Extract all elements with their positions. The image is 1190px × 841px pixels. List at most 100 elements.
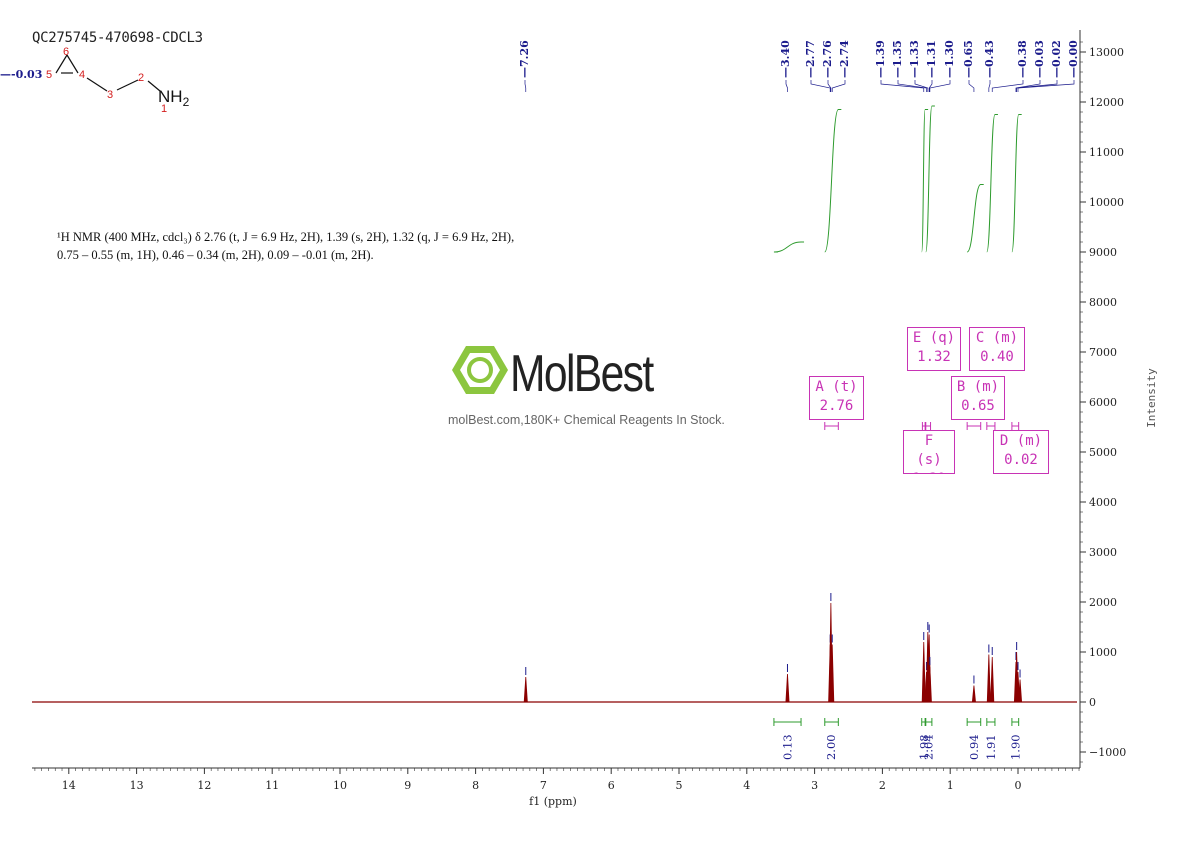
x-tick-label: 12 xyxy=(197,779,211,792)
peak-label: —1.31 xyxy=(925,40,938,78)
x-tick-label: 9 xyxy=(404,779,411,792)
y-tick-label: 12000 xyxy=(1089,96,1124,109)
nmr-summary-line-1: ¹H NMR (400 MHz, cdcl₃) δ 2.76 (t, J = 6… xyxy=(57,230,515,244)
multiplet-shift: 1.39 xyxy=(908,470,950,474)
peak-leader-line xyxy=(524,80,527,92)
y-tick-label: 4000 xyxy=(1089,496,1117,509)
atom-label-5: 5 xyxy=(46,69,52,81)
y-tick-label: 0 xyxy=(1089,696,1096,709)
peak-leader-line xyxy=(897,80,927,92)
y-tick-label: 7000 xyxy=(1089,346,1117,359)
peak-leader-line xyxy=(785,80,788,92)
integral-curve xyxy=(986,114,998,253)
peak-label: —2.74 xyxy=(838,40,851,78)
peak-leader-line xyxy=(1017,80,1075,92)
multiplet-shift: 2.76 xyxy=(819,398,854,414)
multiplet-box: C (m) 0.40 xyxy=(969,327,1025,371)
multiplet-box: B (m) 0.65 xyxy=(951,376,1005,420)
multiplet-box: F (s) 1.39 xyxy=(903,430,955,474)
multiplet-shift: 1.32 xyxy=(917,349,951,365)
integral-value: 0.94 xyxy=(967,734,981,760)
integral-value: 1.90 xyxy=(1008,734,1022,760)
integral-curve xyxy=(824,109,842,253)
atom-label-2: 2 xyxy=(138,72,144,84)
spectrum-peak xyxy=(523,676,528,703)
spectrum-peak xyxy=(830,644,835,703)
multiplet-box: E (q) 1.32 xyxy=(907,327,961,371)
peak-leader-line xyxy=(831,80,846,92)
integral-value: 2.04 xyxy=(922,734,936,760)
integral-value: 1.98 xyxy=(917,734,931,760)
multiplet-shift: 0.02 xyxy=(1004,452,1038,468)
y-tick-label: 6000 xyxy=(1089,396,1117,409)
x-tick-label: 4 xyxy=(743,779,750,792)
spectrum-peak xyxy=(990,656,995,703)
nmr-summary: ¹H NMR (400 MHz, cdcl₃) δ 2.76 (t, J = 6… xyxy=(57,228,514,264)
x-tick-label: 5 xyxy=(676,779,683,792)
multiplet-shift: 0.40 xyxy=(980,349,1014,365)
benzene-logo-icon xyxy=(452,346,508,394)
sample-id: QC275745-470698-CDCL3 xyxy=(32,30,203,46)
peak-label: —1.35 xyxy=(891,40,904,78)
multiplet-label: D (m) xyxy=(999,433,1043,449)
integral-curve xyxy=(925,105,935,253)
x-tick-label: 7 xyxy=(540,779,547,792)
peak-label: —0.43 xyxy=(983,40,996,78)
spectrum-peak xyxy=(927,666,932,703)
nmr-summary-line-2: 0.75 – 0.55 (m, 1H), 0.46 – 0.34 (m, 2H)… xyxy=(57,248,374,262)
y-tick-label: 5000 xyxy=(1089,446,1117,459)
peak-label: —0.03 xyxy=(1033,40,1046,78)
spectrum-peak xyxy=(921,641,926,703)
atom-label-1: 1 xyxy=(161,103,167,115)
peak-label: —0.38 xyxy=(1016,40,1029,78)
y-tick-label: 1000 xyxy=(1089,646,1117,659)
integral-value: 2.00 xyxy=(824,734,838,760)
x-tick-label: 10 xyxy=(333,779,347,792)
peak-leader-line xyxy=(914,80,929,92)
multiplet-label: B (m) xyxy=(956,379,1000,395)
peak-label: —-0.03 xyxy=(0,68,42,81)
x-tick-label: 13 xyxy=(130,779,144,792)
integral-value: 1.91 xyxy=(984,734,998,760)
x-tick-label: 8 xyxy=(472,779,479,792)
spectrum-peak xyxy=(971,685,976,703)
y-tick-label: 11000 xyxy=(1089,146,1124,159)
atom-label-3: 3 xyxy=(107,89,113,101)
peak-label: —1.33 xyxy=(908,40,921,78)
atom-label-4: 4 xyxy=(79,69,85,81)
spectrum-peak xyxy=(785,673,790,703)
x-tick-label: 11 xyxy=(265,779,279,792)
peak-leader-line xyxy=(928,80,933,92)
peak-label: —7.26 xyxy=(518,40,531,78)
x-tick-label: 2 xyxy=(879,779,886,792)
peak-label: —2.77 xyxy=(804,40,817,78)
multiplet-shift: 0.65 xyxy=(961,398,995,414)
multiplet-label: E (q) xyxy=(912,330,956,346)
y-tick-label: 9000 xyxy=(1089,246,1117,259)
peak-label: —1.39 xyxy=(874,40,887,78)
peak-leader-line xyxy=(1016,80,1058,92)
amine-label: NH2 xyxy=(158,87,190,109)
peak-label: —1.30 xyxy=(943,40,956,78)
y-axis-label: Intensity xyxy=(1145,368,1158,428)
integral-curve xyxy=(773,241,805,253)
x-axis-label: f1 (ppm) xyxy=(529,795,577,808)
integral-curve xyxy=(1011,114,1022,253)
multiplet-label: C (m) xyxy=(975,330,1019,346)
x-tick-label: 0 xyxy=(1015,779,1022,792)
y-tick-label: 13000 xyxy=(1089,46,1124,59)
watermark-brand: MolBest xyxy=(510,345,654,403)
y-tick-label: 10000 xyxy=(1089,196,1124,209)
peak-label: —0.65 xyxy=(962,40,975,78)
y-tick-label: 8000 xyxy=(1089,296,1117,309)
x-tick-label: 6 xyxy=(608,779,615,792)
peak-leader-line xyxy=(1015,80,1041,92)
peak-leader-line xyxy=(810,80,831,92)
spectrum-peak xyxy=(986,654,991,703)
peak-label: —0.00 xyxy=(1067,40,1080,78)
peak-label: —2.76 xyxy=(821,40,834,78)
integral-value: 0.13 xyxy=(780,734,794,760)
peak-leader-line xyxy=(968,80,975,92)
